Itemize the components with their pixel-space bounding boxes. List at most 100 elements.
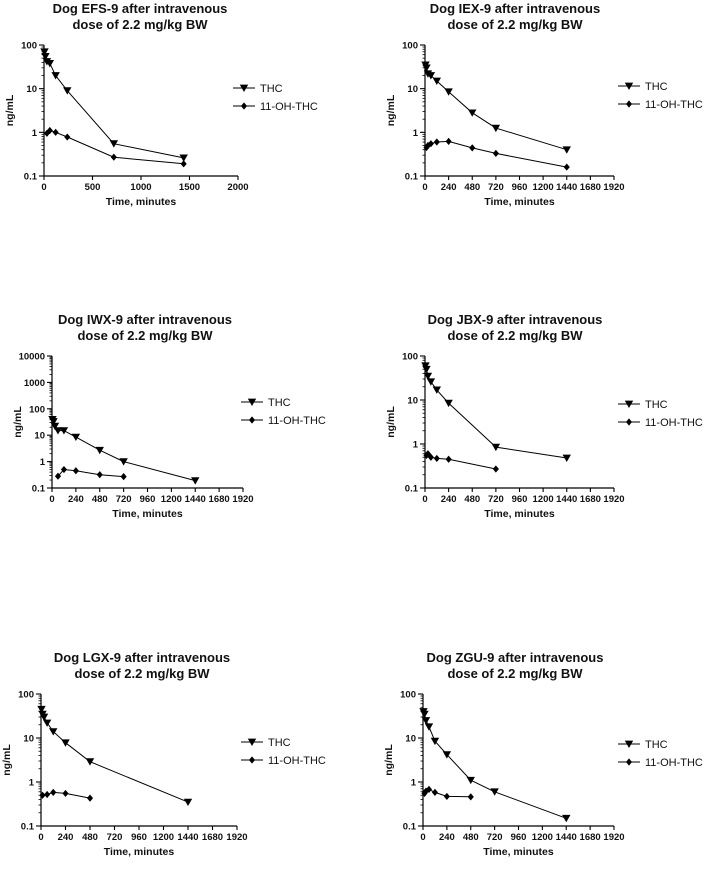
legend-marker — [248, 416, 256, 424]
series-thc — [421, 362, 571, 463]
x-tick-label: 1680 — [209, 494, 230, 505]
chart-panel-iwx9: Dog IWX-9 after intravenous dose of 2.2 m… — [0, 0, 354, 600]
legend-marker — [247, 398, 257, 406]
chart-svg: Dog IEX-9 after intravenous dose of 2.2 m… — [385, 1, 703, 208]
x-tick-label: 960 — [140, 494, 156, 505]
series-11-oh-thc — [423, 450, 499, 473]
x-tick-label: 720 — [488, 494, 504, 505]
y-tick-label: 100 — [29, 404, 45, 415]
data-point — [49, 728, 58, 736]
data-point — [50, 788, 57, 797]
data-point — [491, 443, 501, 452]
data-point — [62, 789, 69, 798]
legend-label: 11-OH-THC — [260, 101, 318, 113]
data-point — [491, 124, 501, 133]
data-point — [85, 758, 95, 766]
data-point — [423, 372, 433, 381]
x-tick-label: 960 — [131, 832, 147, 843]
x-tick-label: 1920 — [603, 182, 624, 193]
legend-label: THC — [268, 397, 291, 409]
x-tick-label: 1680 — [580, 494, 601, 505]
x-tick-label: 1200 — [153, 832, 174, 843]
data-point — [492, 149, 499, 157]
x-axis-label: Time, minutes — [484, 196, 555, 208]
y-axis-label: ng/mL — [1, 744, 13, 776]
x-tick-label: 720 — [116, 494, 132, 505]
data-point — [443, 792, 450, 801]
legend-label: 11-OH-THC — [268, 415, 326, 427]
legend-label: 11-OH-THC — [645, 417, 703, 429]
legend-label: THC — [645, 399, 668, 411]
y-axis-label: ng/mL — [12, 406, 24, 438]
legend-label: THC — [268, 737, 291, 749]
data-point — [432, 77, 442, 85]
data-point — [433, 138, 440, 146]
y-tick-label: 100 — [18, 690, 34, 701]
x-tick-label: 240 — [68, 494, 84, 505]
data-point — [562, 146, 571, 154]
data-point — [432, 386, 442, 394]
y-tick-label: 1 — [413, 440, 419, 451]
x-axis-label: Time, minutes — [483, 846, 554, 858]
data-point — [431, 788, 438, 797]
series-11-oh-thc — [39, 788, 94, 802]
y-tick-label: 0.1 — [403, 822, 417, 833]
series-thc — [40, 48, 188, 162]
series-11-oh-thc — [423, 137, 570, 171]
x-tick-label: 240 — [439, 832, 455, 843]
data-point — [445, 137, 452, 145]
chart-title: Dog IEX-9 after intravenous dose of 2.2 m… — [430, 1, 600, 32]
x-tick-label: 0 — [422, 494, 427, 505]
legend-marker — [624, 740, 634, 748]
data-point — [50, 422, 60, 431]
y-tick-label: 10 — [26, 84, 37, 95]
legend-label: THC — [260, 83, 283, 95]
y-axis-label: ng/mL — [383, 744, 395, 776]
data-point — [44, 790, 51, 799]
y-axis-label: ng/mL — [385, 94, 397, 126]
series-11-oh-thc — [43, 126, 187, 168]
x-tick-label: 1920 — [226, 832, 247, 843]
data-point — [180, 160, 187, 168]
y-tick-label: 10 — [407, 84, 418, 95]
data-point — [72, 467, 79, 475]
y-tick-label: 0.1 — [405, 484, 419, 495]
chart-title: Dog LGX-9 after intravenous dose of 2.2 m… — [54, 650, 230, 681]
data-point — [41, 52, 50, 61]
data-point — [444, 399, 453, 408]
data-point — [51, 72, 60, 80]
x-tick-label: 1920 — [603, 832, 624, 843]
x-tick-label: 240 — [441, 494, 457, 505]
x-tick-label: 240 — [58, 832, 74, 843]
y-tick-label: 10 — [405, 734, 416, 745]
x-axis-label: Time, minutes — [112, 508, 183, 520]
y-tick-label: 100 — [400, 690, 416, 701]
y-tick-label: 100 — [402, 41, 418, 52]
chart-svg: Dog IWX-9 after intravenous dose of 2.2 m… — [12, 312, 326, 520]
data-point — [490, 788, 499, 796]
x-tick-label: 1680 — [580, 182, 601, 193]
y-tick-label: 0.1 — [405, 172, 419, 183]
x-tick-label: 1680 — [580, 832, 601, 843]
legend-marker — [248, 756, 256, 764]
x-tick-label: 1440 — [556, 182, 577, 193]
x-tick-label: 720 — [488, 182, 504, 193]
x-tick-label: 1200 — [161, 494, 182, 505]
data-point — [442, 751, 452, 759]
chart-panel-lgx9: Dog LGX-9 after intravenous dose of 2.2 m… — [1, 650, 326, 858]
data-point — [179, 154, 188, 162]
y-tick-label: 1 — [413, 128, 419, 139]
x-tick-label: 0 — [422, 182, 427, 193]
chart-svg: Dog JBX-9 after intravenous dose of 2.2 m… — [385, 312, 703, 520]
x-tick-label: 0 — [420, 832, 425, 843]
data-point — [468, 109, 477, 117]
x-axis-label: Time, minutes — [484, 508, 555, 520]
data-point — [39, 791, 46, 799]
y-tick-label: 1 — [32, 128, 38, 139]
legend-label: 11-OH-THC — [268, 755, 326, 767]
data-point — [183, 798, 193, 807]
data-point — [563, 163, 570, 171]
data-point — [420, 710, 429, 719]
